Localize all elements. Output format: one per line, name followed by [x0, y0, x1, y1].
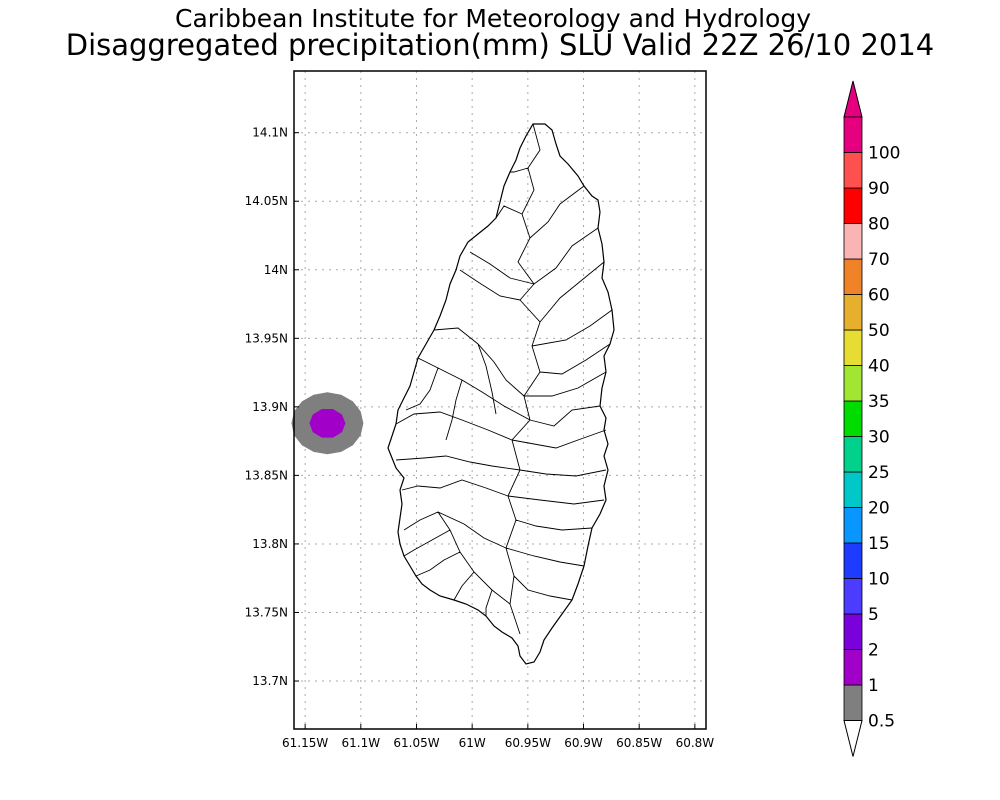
legend-label: 30	[868, 428, 890, 448]
legend-swatch	[843, 436, 863, 473]
legend-label: 35	[868, 392, 890, 412]
lon-tick-label: 60.95W	[505, 736, 551, 750]
lon-tick-label: 60.8W	[676, 736, 715, 750]
lat-tick-label: 13.75N	[245, 605, 288, 619]
lat-tick-label: 13.7N	[252, 674, 288, 688]
legend-label: 1	[868, 676, 879, 696]
lon-tick-label: 60.85W	[616, 736, 662, 750]
legend-arrow-top	[843, 80, 863, 118]
legend-swatch	[843, 542, 863, 579]
legend-swatch	[843, 294, 863, 331]
legend-swatch	[843, 258, 863, 295]
precipitation-layer	[291, 392, 364, 455]
legend-swatch	[843, 400, 863, 437]
legend-swatch	[843, 365, 863, 402]
legend-swatch	[843, 507, 863, 544]
lon-tick-label: 61W	[459, 736, 486, 750]
legend-arrow-bottom	[843, 720, 863, 757]
lat-tick-label: 13.95N	[245, 331, 288, 345]
lon-tick-label: 60.9W	[564, 736, 603, 750]
legend-label: 10	[868, 570, 890, 590]
island-coastline	[387, 123, 615, 665]
legend-label: 25	[868, 463, 890, 483]
lat-tick-label: 13.85N	[245, 468, 288, 482]
precip-area-inner	[309, 409, 346, 438]
lon-tick-label: 61.1W	[342, 736, 381, 750]
legend-swatch	[843, 116, 863, 153]
legend-label: 80	[868, 215, 890, 235]
lon-tick-label: 61.15W	[282, 736, 328, 750]
legend-label: 50	[868, 321, 890, 341]
legend-label: 60	[868, 286, 890, 306]
legend-swatch	[843, 471, 863, 508]
lat-tick-label: 14.05N	[245, 194, 288, 208]
legend-swatch	[843, 152, 863, 189]
legend-label: 100	[868, 144, 900, 164]
legend-label: 0.5	[868, 712, 895, 732]
legend-swatch	[843, 329, 863, 366]
legend-swatch	[843, 613, 863, 650]
legend-swatch	[843, 187, 863, 224]
legend-label: 90	[868, 179, 890, 199]
lat-tick-label: 14N	[264, 263, 288, 277]
axis-ticks: 61.15W 61.1W 61.05W 61W 60.95W 60.9W 60.85W 60.…	[245, 126, 715, 750]
legend-swatch	[843, 578, 863, 615]
legend-label: 5	[868, 605, 879, 625]
legend-label: 15	[868, 534, 890, 554]
lat-tick-label: 13.8N	[252, 537, 288, 551]
watershed-boundaries	[395, 123, 613, 635]
legend-label: 70	[868, 250, 890, 270]
map-subtitle: Disaggregated precipitation(mm) SLU Vali…	[66, 28, 935, 62]
map-title: Caribbean Institute for Meteorology and …	[175, 4, 811, 33]
legend-swatch	[843, 649, 863, 686]
lat-tick-label: 14.1N	[252, 126, 288, 140]
map-frame	[293, 70, 707, 730]
legend-label: 2	[868, 641, 879, 661]
legend-label: 20	[868, 499, 890, 519]
lat-tick-label: 13.9N	[252, 400, 288, 414]
legend-label: 40	[868, 357, 890, 377]
island-outline	[387, 123, 615, 665]
legend-swatch	[843, 684, 863, 721]
legend-swatch	[843, 223, 863, 260]
lon-tick-label: 61.05W	[393, 736, 439, 750]
